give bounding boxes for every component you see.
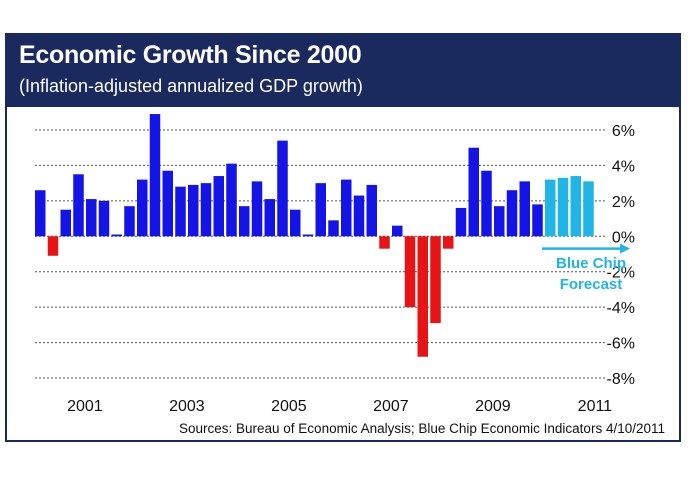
bar-actual xyxy=(404,236,416,308)
x-tick-label: 2011 xyxy=(578,398,613,415)
bar-actual xyxy=(124,206,135,237)
bar-actual xyxy=(264,199,275,237)
bar-actual xyxy=(98,200,110,237)
bar-actual xyxy=(302,234,314,237)
bar-actual xyxy=(341,179,352,237)
chart-title: Economic Growth Since 2000 xyxy=(19,41,362,69)
bar-actual xyxy=(251,181,263,237)
x-tick-label: 2003 xyxy=(169,398,205,415)
bar-actual xyxy=(73,174,84,237)
bar-forecast xyxy=(545,179,556,237)
y-tick-label: 0% xyxy=(612,229,635,246)
bar-actual xyxy=(35,190,46,237)
bar-actual xyxy=(60,209,71,237)
bar-actual xyxy=(353,195,365,237)
bar-actual xyxy=(290,209,301,237)
y-tick-label: -2% xyxy=(607,265,635,282)
x-tick-label: 2001 xyxy=(67,398,103,415)
forecast-label-line2: Forecast xyxy=(560,276,623,293)
bar-actual xyxy=(532,204,543,237)
bar-actual xyxy=(417,236,428,357)
y-tick-label: -4% xyxy=(607,300,635,317)
x-tick-label: 2007 xyxy=(373,398,409,415)
x-tick-label: 2005 xyxy=(271,398,307,415)
bar-actual xyxy=(213,176,224,237)
bar-actual xyxy=(328,220,339,237)
source-note: Sources: Bureau of Economic Analysis; Bl… xyxy=(178,421,665,436)
bar-actual xyxy=(86,199,97,237)
bar-actual xyxy=(239,206,250,237)
bar-forecast xyxy=(570,176,581,237)
gdp-bar-chart: 6% 4% 2% 0% -2% -4% -6% -8% Blue Chip Forecast 200… xyxy=(35,114,635,415)
bar-actual xyxy=(468,147,479,237)
bar-actual xyxy=(277,140,288,237)
forecast-arrow-head xyxy=(620,243,630,254)
bar-actual xyxy=(47,236,59,256)
y-tick-label: 6% xyxy=(612,123,635,140)
bar-forecast xyxy=(557,177,569,237)
bar-forecast xyxy=(583,181,594,237)
y-tick-label: -8% xyxy=(607,371,635,388)
y-tick-label: 2% xyxy=(612,194,635,211)
bar-actual xyxy=(506,190,518,237)
bar-actual xyxy=(366,184,377,237)
bar-actual xyxy=(481,170,492,237)
chart-card: Economic Growth Since 2000 (Inflation-ad… xyxy=(5,33,681,442)
y-tick-label: -6% xyxy=(607,336,635,353)
forecast-label-line1: Blue Chip xyxy=(556,255,626,272)
bar-actual xyxy=(379,236,390,249)
x-tick-label: 2009 xyxy=(475,398,511,415)
chart-subtitle: (Inflation-adjusted annualized GDP growt… xyxy=(19,76,363,96)
bar-actual xyxy=(443,236,454,249)
bar-actual xyxy=(200,183,212,237)
y-tick-label: 4% xyxy=(612,158,635,175)
bar-actual xyxy=(430,236,441,324)
bar-actual xyxy=(149,114,161,237)
title-banner: Economic Growth Since 2000 (Inflation-ad… xyxy=(7,35,679,107)
bar-actual xyxy=(519,181,530,237)
bar-actual xyxy=(392,225,403,237)
bar-actual xyxy=(455,207,467,237)
bar-actual xyxy=(226,163,237,237)
bar-actual xyxy=(111,234,122,237)
bar-actual xyxy=(137,179,148,237)
bar-actual xyxy=(494,206,505,237)
bar-actual xyxy=(162,170,173,237)
bar-actual xyxy=(188,184,199,237)
bar-actual xyxy=(315,183,326,237)
bar-actual xyxy=(175,186,186,237)
